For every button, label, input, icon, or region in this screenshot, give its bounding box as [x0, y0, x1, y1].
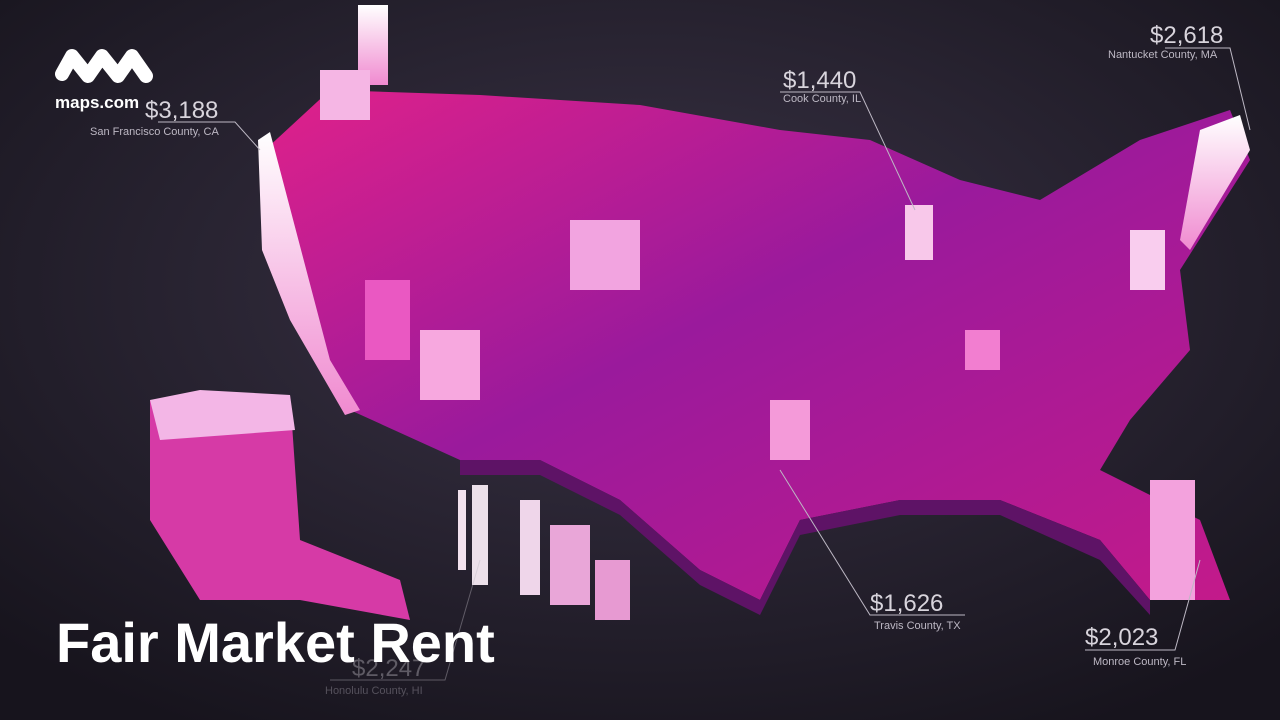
county-name: Honolulu County, HI: [325, 685, 423, 697]
alaska-top: [150, 390, 295, 440]
leader-line: [779, 469, 965, 616]
la-spike: [365, 280, 410, 360]
leader-line: [1085, 559, 1201, 651]
rent-value: $2,247: [352, 655, 425, 682]
video-title: Fair Market Rent: [56, 611, 495, 674]
rent-spikes: [258, 5, 1250, 600]
county-name: Monroe County, FL: [1093, 656, 1186, 668]
hawaii-spike: [458, 490, 466, 570]
northeast-spike: [1180, 115, 1250, 250]
rent-value: $1,626: [870, 590, 943, 617]
rent-value: $2,023: [1085, 624, 1158, 651]
leader-line: [1165, 47, 1251, 131]
leader-line: [330, 559, 481, 681]
denver-spike: [570, 220, 640, 290]
leader-line: [780, 91, 916, 211]
hawaii-spike: [472, 485, 488, 585]
county-name: Travis County, TX: [874, 620, 961, 632]
portland-spike: [320, 70, 370, 120]
hawaii-spike: [595, 560, 630, 620]
alaska-land: [150, 395, 410, 620]
rent-value: $2,618: [1150, 22, 1223, 49]
chicago-spike: [905, 205, 933, 260]
logo-mark: [55, 49, 153, 83]
atlanta-spike: [965, 330, 1000, 370]
hawaii-spikes: [458, 485, 630, 620]
hawaii-spike: [520, 500, 540, 595]
leader-line: [158, 121, 261, 151]
logo-text: maps.com: [55, 93, 139, 112]
hawaii-spike: [550, 525, 590, 605]
austin-spike: [770, 400, 810, 460]
rent-value: $1,440: [783, 67, 856, 94]
florida-spike: [1150, 480, 1195, 600]
county-name: San Francisco County, CA: [90, 126, 219, 138]
rent-value: $3,188: [145, 97, 218, 124]
west-coast-spike: [258, 132, 360, 415]
us-land: [265, 90, 1250, 600]
phoenix-spike: [420, 330, 480, 400]
county-name: Cook County, IL: [783, 93, 861, 105]
nyc-spike: [1130, 230, 1165, 290]
county-name: Nantucket County, MA: [1108, 49, 1218, 61]
